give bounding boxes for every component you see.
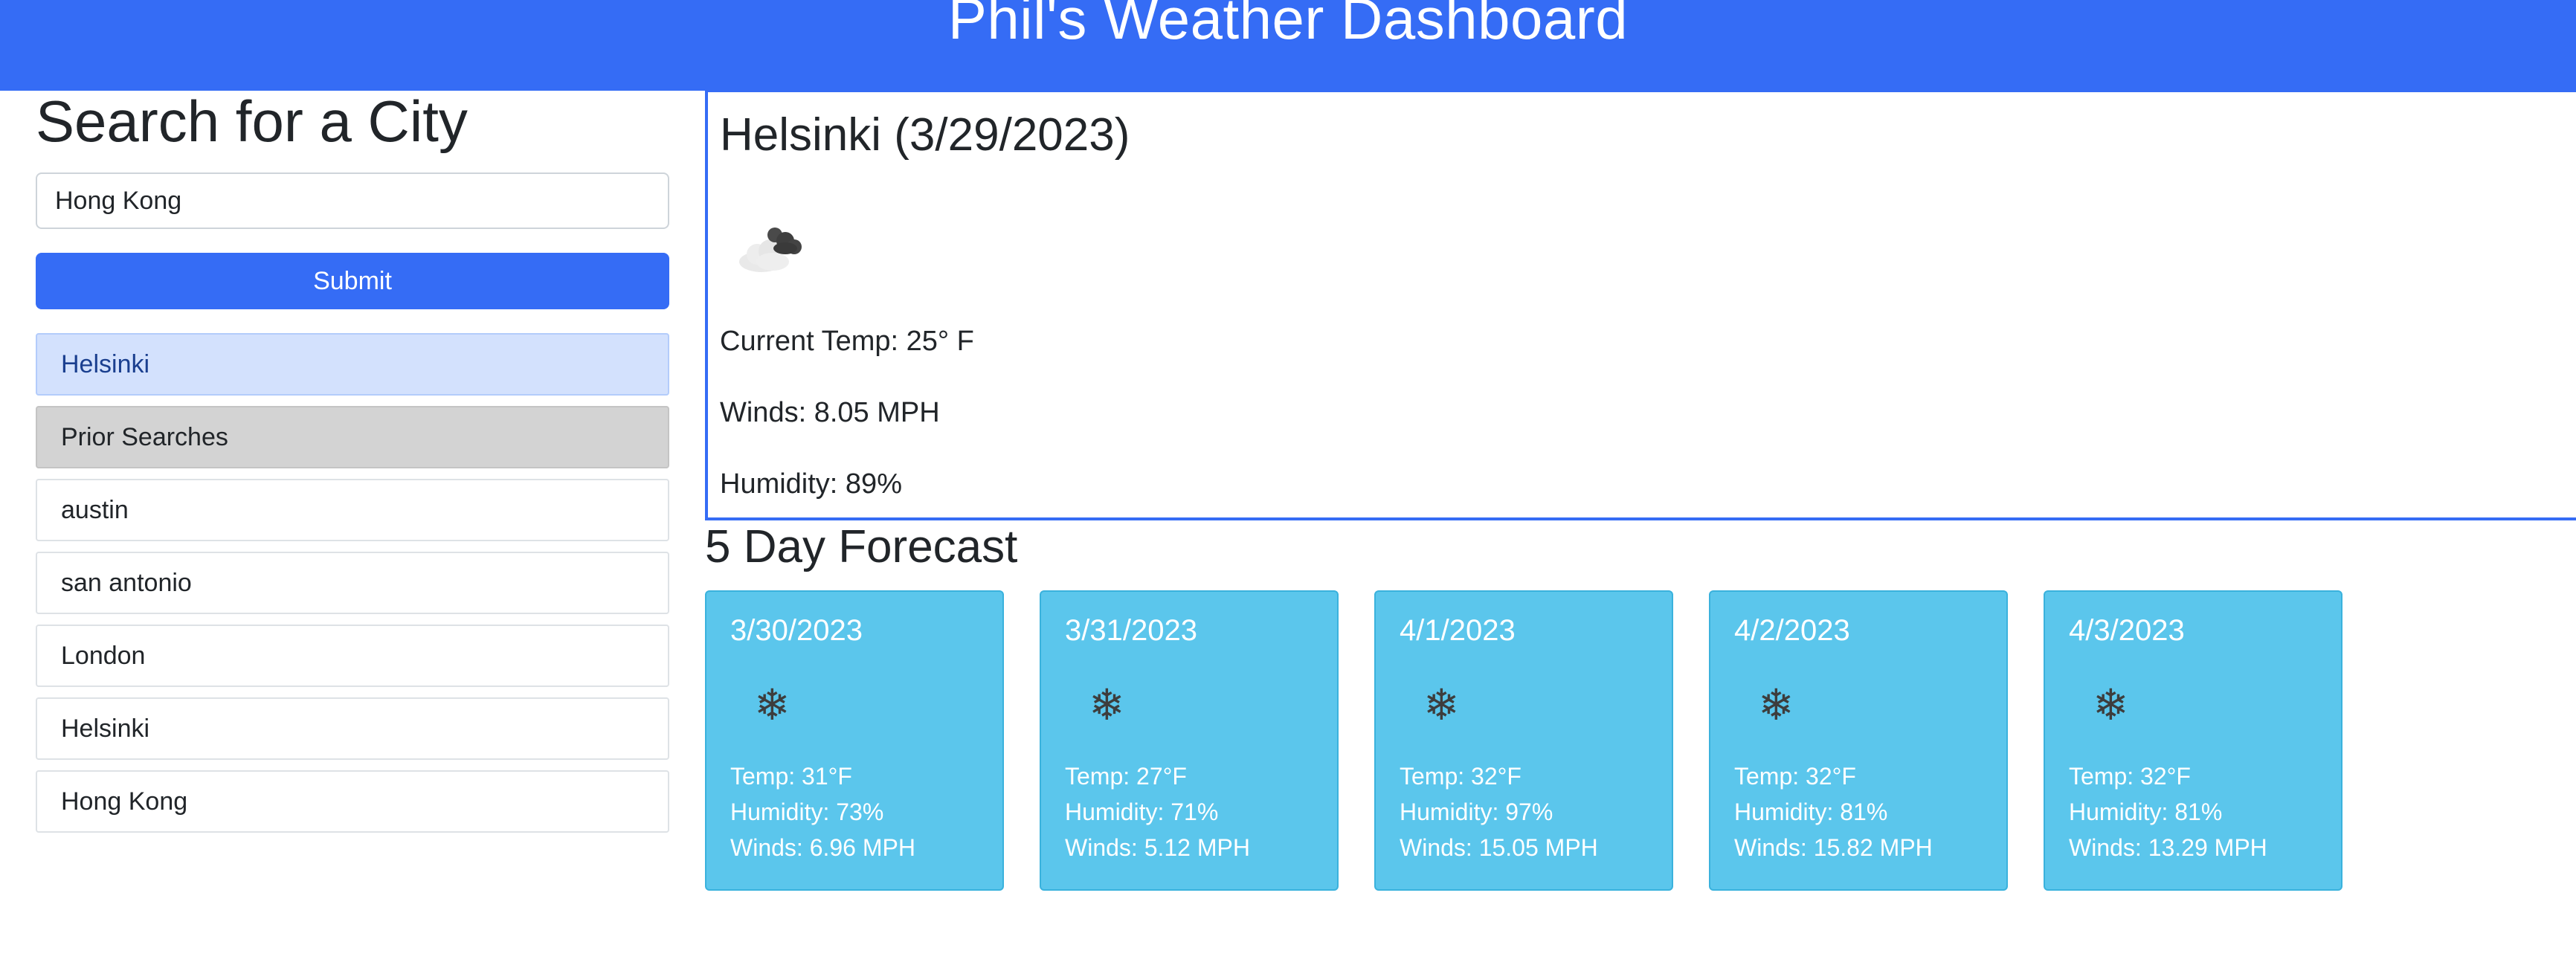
app-title: Phil's Weather Dashboard xyxy=(947,0,1629,51)
submit-button[interactable]: Submit xyxy=(36,253,669,309)
forecast-temp: Temp: 27°F xyxy=(1065,763,1187,790)
history-item[interactable]: London xyxy=(36,625,669,687)
forecast-temp: Temp: 32°F xyxy=(1400,763,1522,790)
forecast-humidity: Humidity: 81% xyxy=(2069,799,2223,825)
forecast-temp: Temp: 31°F xyxy=(730,763,852,790)
forecast-temp: Temp: 32°F xyxy=(2069,763,2191,790)
forecast-date: 4/3/2023 xyxy=(2069,614,2185,647)
app-header: Phil's Weather Dashboard xyxy=(0,0,2576,91)
forecast-date: 3/31/2023 xyxy=(1065,614,1197,647)
forecast-card: 3/31/2023 ❄ Temp: 27°F Humidity: 71% Win… xyxy=(1040,590,1339,891)
search-history-list: Helsinki Prior Searches austin san anton… xyxy=(36,333,669,843)
snowflake-icon: ❄ xyxy=(2093,681,2129,729)
snowflake-icon: ❄ xyxy=(1089,681,1125,729)
forecast-humidity: Humidity: 81% xyxy=(1734,799,1888,825)
history-item[interactable]: Hong Kong xyxy=(36,770,669,833)
snowflake-icon: ❄ xyxy=(1423,681,1460,729)
current-weather-title: Helsinki (3/29/2023) xyxy=(720,109,1130,161)
forecast-date: 3/30/2023 xyxy=(730,614,863,647)
forecast-winds: Winds: 6.96 MPH xyxy=(730,834,915,861)
history-item[interactable]: Helsinki xyxy=(36,697,669,760)
forecast-humidity: Humidity: 97% xyxy=(1400,799,1553,825)
search-heading: Search for a City xyxy=(36,88,468,154)
forecast-winds: Winds: 13.29 MPH xyxy=(2069,834,2267,861)
forecast-card: 4/2/2023 ❄ Temp: 32°F Humidity: 81% Wind… xyxy=(1709,590,2008,891)
cloud-icon xyxy=(739,228,802,272)
forecast-temp: Temp: 32°F xyxy=(1734,763,1856,790)
forecast-card: 4/1/2023 ❄ Temp: 32°F Humidity: 97% Wind… xyxy=(1374,590,1673,891)
forecast-winds: Winds: 5.12 MPH xyxy=(1065,834,1250,861)
current-temp: Current Temp: 25° F xyxy=(720,326,974,357)
forecast-card: 4/3/2023 ❄ Temp: 32°F Humidity: 81% Wind… xyxy=(2044,590,2342,891)
current-winds: Winds: 8.05 MPH xyxy=(720,397,940,428)
forecast-card: 3/30/2023 ❄ Temp: 31°F Humidity: 73% Win… xyxy=(705,590,1004,891)
forecast-heading: 5 Day Forecast xyxy=(705,521,1018,572)
forecast-date: 4/2/2023 xyxy=(1734,614,1850,647)
current-city-item[interactable]: Helsinki xyxy=(36,333,669,396)
snowflake-icon: ❄ xyxy=(1758,681,1794,729)
history-item[interactable]: austin xyxy=(36,479,669,541)
current-weather-panel: Helsinki (3/29/2023) Current Temp: 25° F… xyxy=(705,89,2576,520)
city-search-input[interactable] xyxy=(36,172,669,229)
prior-searches-header: Prior Searches xyxy=(36,406,669,468)
forecast-winds: Winds: 15.82 MPH xyxy=(1734,834,1933,861)
history-item[interactable]: san antonio xyxy=(36,552,669,614)
forecast-humidity: Humidity: 71% xyxy=(1065,799,1219,825)
current-humidity: Humidity: 89% xyxy=(720,468,902,500)
snowflake-icon: ❄ xyxy=(754,681,790,729)
forecast-date: 4/1/2023 xyxy=(1400,614,1516,647)
forecast-humidity: Humidity: 73% xyxy=(730,799,884,825)
forecast-winds: Winds: 15.05 MPH xyxy=(1400,834,1598,861)
